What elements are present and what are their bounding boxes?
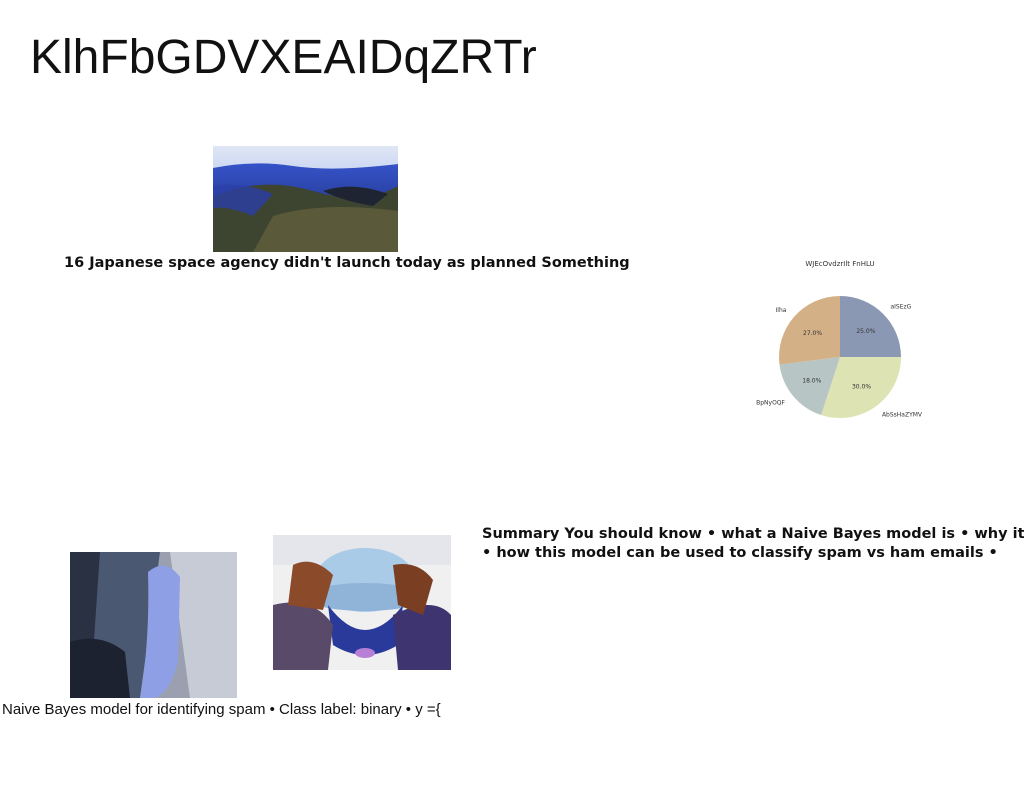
pie-category-label: BpNyOQF — [756, 399, 785, 406]
pie-value-label: 30.0% — [852, 384, 871, 391]
pie-slice-BpNyOQF — [779, 357, 840, 416]
pie-slice-aISEzG — [840, 296, 901, 357]
summary-line-1: Summary You should know • what a Naive B… — [482, 526, 1024, 542]
pie-slice-AbSsHaZYMV — [821, 357, 901, 418]
pie-value-label: 25.0% — [856, 328, 875, 335]
person-bucket-hat-photo — [273, 535, 451, 670]
summary-text: Summary You should know • what a Naive B… — [482, 525, 1024, 563]
top-caption: 16 Japanese space agency didn't launch t… — [64, 255, 630, 271]
bottom-caption: Naive Bayes model for identifying spam •… — [2, 701, 441, 718]
summary-line-2: • how this model can be used to classify… — [482, 545, 998, 561]
pie-value-label: 27.0% — [803, 330, 822, 337]
pie-chart: WJEcOvdzrIlt FnHLU 25.0% aISEzG 30.0% AbSsHa… — [750, 252, 930, 442]
hand-on-jacket-photo — [70, 552, 237, 698]
pie-category-label: Ilha — [776, 307, 787, 314]
pie-slice-Ilha — [779, 296, 840, 365]
pie-value-label: 18.0% — [802, 377, 821, 384]
desert-dunes-photo — [213, 146, 398, 252]
chart-title: WJEcOvdzrIlt FnHLU — [805, 260, 874, 268]
pie-category-label: aISEzG — [890, 304, 911, 311]
page-title: KlhFbGDVXEAIDqZRTr — [30, 31, 537, 84]
pie-category-label: AbSsHaZYMV — [882, 412, 923, 419]
